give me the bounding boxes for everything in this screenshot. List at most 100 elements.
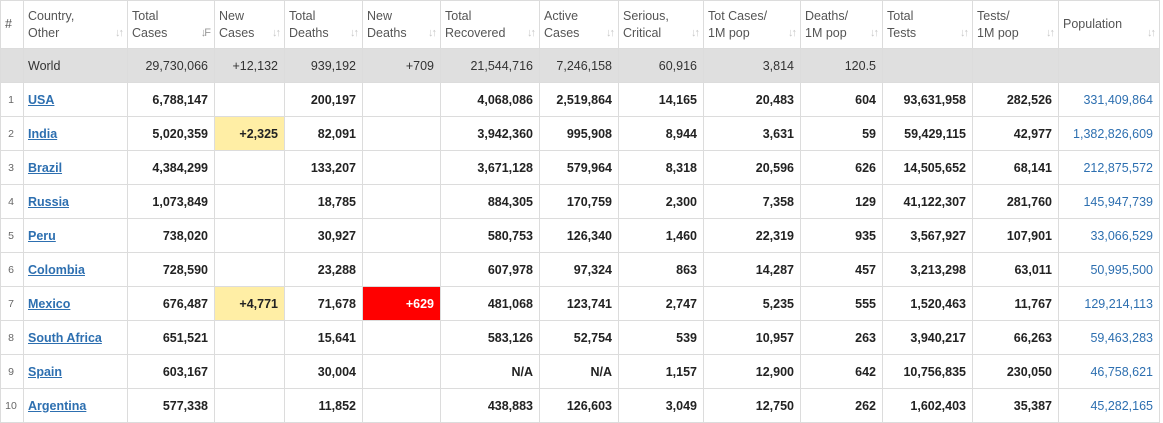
total-recovered-cell: 21,544,716 bbox=[440, 48, 540, 83]
deaths-per-1m-cell: 642 bbox=[800, 354, 883, 389]
sort-icon[interactable]: ↓F bbox=[200, 27, 211, 39]
new-deaths-cell bbox=[362, 184, 441, 219]
total-recovered-cell: 3,942,360 bbox=[440, 116, 540, 151]
sort-icon[interactable]: ↓↑ bbox=[788, 27, 797, 39]
header-label-line1: New bbox=[219, 8, 245, 23]
sort-icon[interactable]: ↓↑ bbox=[960, 27, 969, 39]
serious-critical-cell: 14,165 bbox=[618, 82, 704, 117]
total-recovered-header[interactable]: Total Recovered ↓↑ bbox=[440, 0, 540, 49]
sort-icon[interactable]: ↓↑ bbox=[606, 27, 615, 39]
country-link[interactable]: Peru bbox=[28, 228, 56, 243]
cases-per-1m-header[interactable]: Tot Cases/1M pop ↓↑ bbox=[703, 0, 801, 49]
serious-critical-header[interactable]: Serious, Critical ↓↑ bbox=[618, 0, 704, 49]
country-cell: USA bbox=[23, 82, 128, 117]
tests-per-1m-cell: 282,526 bbox=[972, 82, 1059, 117]
header-label: Serious, Critical bbox=[623, 8, 697, 42]
new-cases-cell: +2,325 bbox=[214, 116, 285, 151]
total-tests-header[interactable]: Total Tests ↓↑ bbox=[882, 0, 973, 49]
row-number: 4 bbox=[0, 184, 24, 219]
population-header[interactable]: Population ↓↑ bbox=[1058, 0, 1160, 49]
sort-icon[interactable]: ↓↑ bbox=[527, 27, 536, 39]
row-number: 6 bbox=[0, 252, 24, 287]
table-row: 8 South Africa 651,521 15,641 583,126 52,754 5… bbox=[0, 320, 1160, 355]
population-cell: 50,995,500 bbox=[1058, 252, 1160, 287]
country-link[interactable]: Mexico bbox=[28, 296, 71, 311]
country-cell: Colombia bbox=[23, 252, 128, 287]
total-deaths-cell: 30,004 bbox=[284, 354, 363, 389]
total-deaths-header[interactable]: Total Deaths ↓↑ bbox=[284, 0, 363, 49]
sort-icon[interactable]: ↓↑ bbox=[870, 27, 879, 39]
deaths-per-1m-header[interactable]: Deaths/1M pop ↓↑ bbox=[800, 0, 883, 49]
active-cases-cell: 126,340 bbox=[539, 218, 619, 253]
total-recovered-cell: 607,978 bbox=[440, 252, 540, 287]
total-cases-header[interactable]: Total Cases ↓F bbox=[127, 0, 215, 49]
new-cases-header[interactable]: New Cases ↓↑ bbox=[214, 0, 285, 49]
country-cell: Mexico bbox=[23, 286, 128, 321]
row-number: 8 bbox=[0, 320, 24, 355]
total-recovered-cell: 3,671,128 bbox=[440, 150, 540, 185]
deaths-per-1m-cell: 129 bbox=[800, 184, 883, 219]
country-cell: World bbox=[23, 48, 128, 83]
sort-icon[interactable]: ↓↑ bbox=[1046, 27, 1055, 39]
sort-icon[interactable]: ↓↑ bbox=[115, 27, 124, 39]
table-row: 3 Brazil 4,384,299 133,207 3,671,128 579,964 8… bbox=[0, 150, 1160, 185]
sort-icon[interactable]: ↓↑ bbox=[272, 27, 281, 39]
cases-per-1m-cell: 3,631 bbox=[703, 116, 801, 151]
country-header[interactable]: Country, Other ↓↑ bbox=[23, 0, 128, 49]
new-deaths-header[interactable]: New Deaths ↓↑ bbox=[362, 0, 441, 49]
header-label-line1: Tot Cases/ bbox=[708, 8, 768, 23]
tests-per-1m-cell: 107,901 bbox=[972, 218, 1059, 253]
sort-icon[interactable]: ↓↑ bbox=[428, 27, 437, 39]
active-cases-header[interactable]: Active Cases ↓↑ bbox=[539, 0, 619, 49]
country-link[interactable]: USA bbox=[28, 92, 55, 107]
tests-per-1m-cell bbox=[972, 48, 1059, 83]
country-link[interactable]: Russia bbox=[28, 194, 69, 209]
total-tests-cell: 1,602,403 bbox=[882, 388, 973, 423]
new-deaths-cell bbox=[362, 252, 441, 287]
total-recovered-cell: 481,068 bbox=[440, 286, 540, 321]
total-cases-cell: 6,788,147 bbox=[127, 82, 215, 117]
country-link[interactable]: Colombia bbox=[28, 262, 85, 277]
header-label: Country, Other bbox=[28, 8, 121, 42]
sort-icon[interactable]: ↓↑ bbox=[691, 27, 700, 39]
country-link[interactable]: Argentina bbox=[28, 398, 87, 413]
active-cases-cell: 995,908 bbox=[539, 116, 619, 151]
total-tests-cell: 41,122,307 bbox=[882, 184, 973, 219]
cases-per-1m-cell: 20,483 bbox=[703, 82, 801, 117]
country-link[interactable]: India bbox=[28, 126, 58, 141]
population-cell: 46,758,621 bbox=[1058, 354, 1160, 389]
new-deaths-cell: +709 bbox=[362, 48, 441, 83]
header-label-line1: Total bbox=[132, 8, 159, 23]
tests-per-1m-header[interactable]: Tests/1M pop ↓↑ bbox=[972, 0, 1059, 49]
total-cases-cell: 577,338 bbox=[127, 388, 215, 423]
row-number: 5 bbox=[0, 218, 24, 253]
sort-icon[interactable]: ↓↑ bbox=[1147, 27, 1156, 39]
deaths-per-1m-cell: 604 bbox=[800, 82, 883, 117]
deaths-per-1m-cell: 626 bbox=[800, 150, 883, 185]
total-tests-cell: 1,520,463 bbox=[882, 286, 973, 321]
deaths-per-1m-cell: 935 bbox=[800, 218, 883, 253]
table-row: 5 Peru 738,020 30,927 580,753 126,340 1,460 22,… bbox=[0, 218, 1160, 253]
header-label-line2: Tests bbox=[887, 25, 917, 40]
header-label: Active Cases bbox=[544, 8, 612, 42]
sort-icon[interactable]: ↓↑ bbox=[350, 27, 359, 39]
population-cell: 1,382,826,609 bbox=[1058, 116, 1160, 151]
row-number: 7 bbox=[0, 286, 24, 321]
table-row: 4 Russia 1,073,849 18,785 884,305 170,759 2,30… bbox=[0, 184, 1160, 219]
row-number: 1 bbox=[0, 82, 24, 117]
new-cases-cell bbox=[214, 218, 285, 253]
table-row: 1 USA 6,788,147 200,197 4,068,086 2,519,864 14… bbox=[0, 82, 1160, 117]
deaths-per-1m-cell: 262 bbox=[800, 388, 883, 423]
total-recovered-cell: 583,126 bbox=[440, 320, 540, 355]
header-label-line1: # bbox=[5, 17, 12, 31]
country-link[interactable]: Spain bbox=[28, 364, 63, 379]
country-link[interactable]: Brazil bbox=[28, 160, 63, 175]
tests-per-1m-cell: 42,977 bbox=[972, 116, 1059, 151]
header-label-line2: Recovered bbox=[445, 25, 506, 40]
cases-per-1m-cell: 12,750 bbox=[703, 388, 801, 423]
header-label-line2: Deaths bbox=[289, 25, 329, 40]
new-deaths-cell: +629 bbox=[362, 286, 441, 321]
header-label: Total Cases bbox=[132, 8, 208, 42]
country-link[interactable]: South Africa bbox=[28, 330, 102, 345]
new-deaths-cell bbox=[362, 388, 441, 423]
